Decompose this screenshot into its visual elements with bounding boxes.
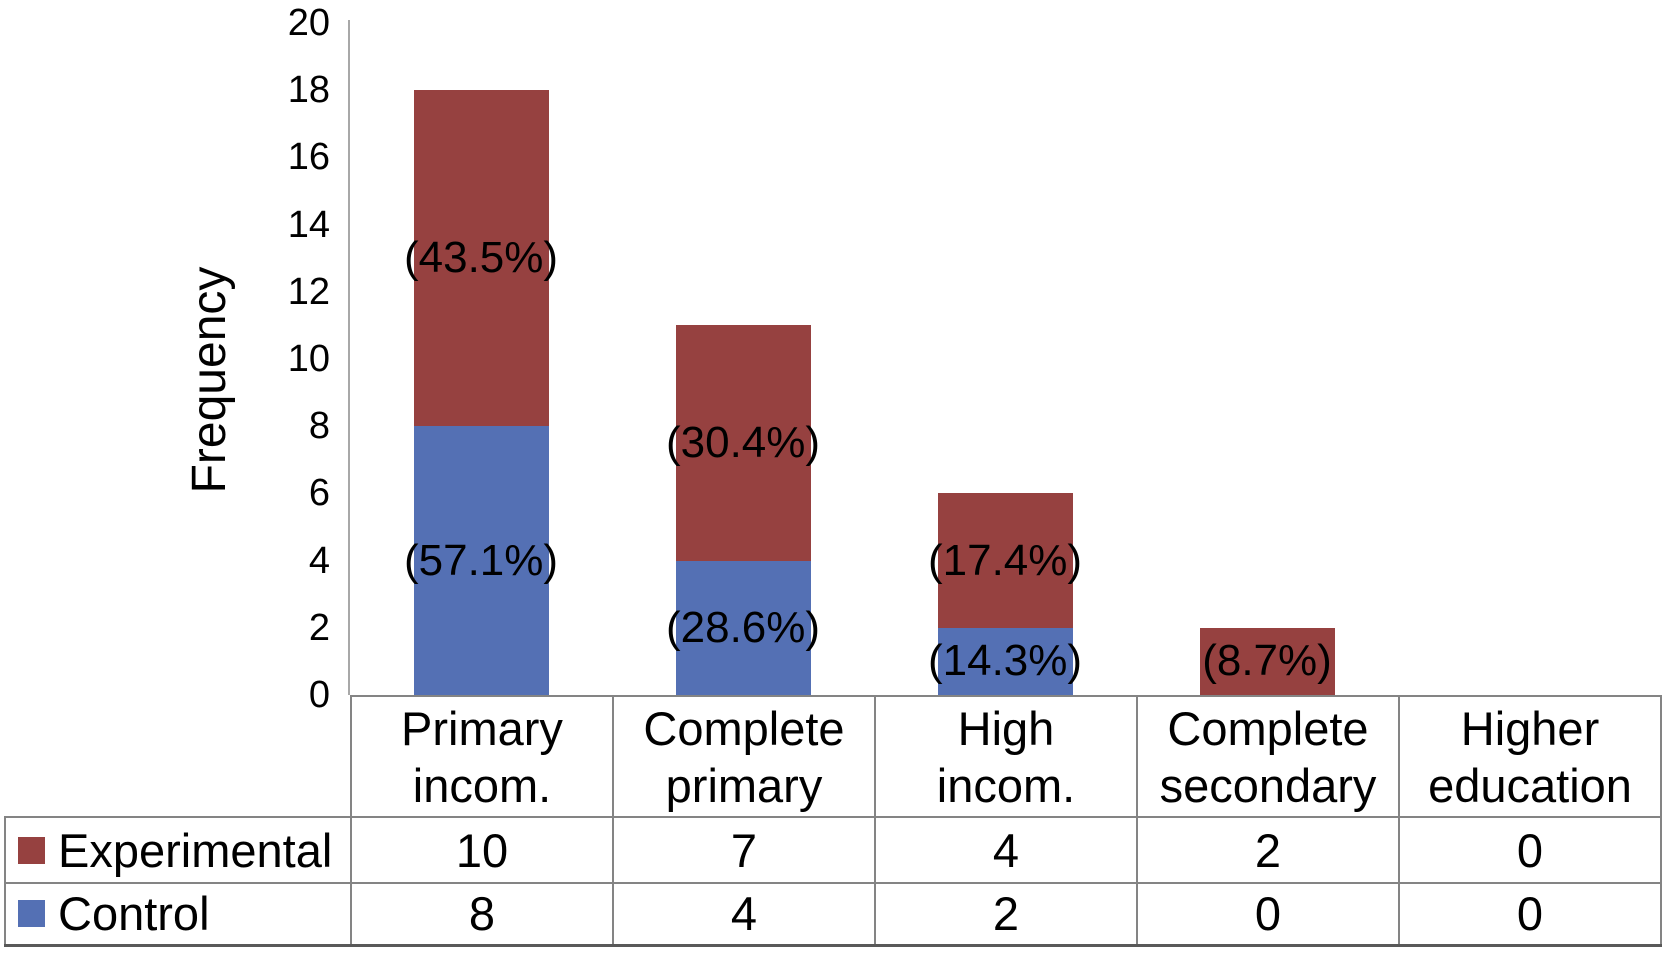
y-axis-tick-label: 16: [287, 136, 330, 179]
bar-segment-experimental: (43.5%): [404, 90, 558, 427]
bar-segment-control: (28.6%): [666, 560, 820, 695]
control-legend-label: Control: [58, 887, 210, 941]
y-axis-tick-label: 18: [287, 69, 330, 112]
bar-segment-percent-label: (17.4%): [927, 535, 1083, 585]
experimental-legend-cell: Experimental: [4, 816, 352, 884]
value-cell: 4: [612, 882, 876, 947]
table-corner-cell: [5, 696, 351, 817]
y-axis-tick-label: 0: [308, 674, 330, 716]
value-cell: 0: [1398, 816, 1662, 884]
category-header-primary-incom: Primary incom.: [350, 695, 614, 818]
value-cell: 0: [1136, 882, 1400, 947]
bar-segment-percent-label: (30.4%): [665, 417, 821, 467]
bar-segment-percent-label: (28.6%): [665, 602, 821, 652]
value-cell: 2: [874, 882, 1138, 947]
category-header-higher-education: Higher education: [1398, 695, 1662, 818]
category-header-complete-primary: Complete primary: [612, 695, 876, 818]
bar-segment-percent-label: (8.7%): [1202, 636, 1332, 686]
value-cell: 2: [1136, 816, 1400, 884]
category-header-complete-secondary: Complete secondary: [1136, 695, 1400, 818]
y-axis-tick-label: 20: [287, 2, 330, 44]
y-axis-tick-label: 14: [287, 203, 330, 246]
bar-segment-experimental: (8.7%): [1199, 627, 1335, 695]
y-axis-tick-label: 8: [308, 405, 330, 448]
experimental-row: Experimental 10 7 4 2 0: [4, 816, 1662, 884]
y-axis-tick-label: 4: [308, 539, 330, 582]
y-axis-tick-label: 2: [308, 606, 330, 649]
value-cell: 4: [874, 816, 1138, 884]
control-row: Control 8 4 2 0 0: [4, 882, 1662, 947]
data-table: Primary incom. Complete primary High inc…: [4, 695, 1662, 947]
bar-segment-control: (14.3%): [928, 627, 1082, 695]
bar-segment-percent-label: (57.1%): [403, 535, 559, 585]
value-cell: 8: [350, 882, 614, 947]
y-axis-tick-label: 6: [308, 472, 330, 515]
experimental-legend-swatch-icon: [18, 836, 45, 864]
value-cell: 7: [612, 816, 876, 884]
bar-segment-experimental: (17.4%): [928, 493, 1082, 628]
control-legend-swatch-icon: [18, 900, 45, 928]
bar-segment-experimental: (30.4%): [666, 325, 820, 561]
bar-segment-control: (57.1%): [404, 426, 558, 695]
value-cell: 10: [350, 816, 614, 884]
category-header-high-incom: High incom.: [874, 695, 1138, 818]
category-header-row: Primary incom. Complete primary High inc…: [5, 695, 1662, 818]
y-axis-line: [348, 20, 350, 695]
control-legend-cell: Control: [4, 882, 352, 947]
y-axis-tick-label: 10: [287, 338, 330, 380]
value-cell: 0: [1398, 882, 1662, 947]
bar-segment-percent-label: (43.5%): [403, 233, 559, 283]
bar-segment-percent-label: (14.3%): [927, 636, 1083, 686]
y-axis-tick-label: 12: [287, 270, 330, 313]
experimental-legend-label: Experimental: [58, 823, 333, 877]
